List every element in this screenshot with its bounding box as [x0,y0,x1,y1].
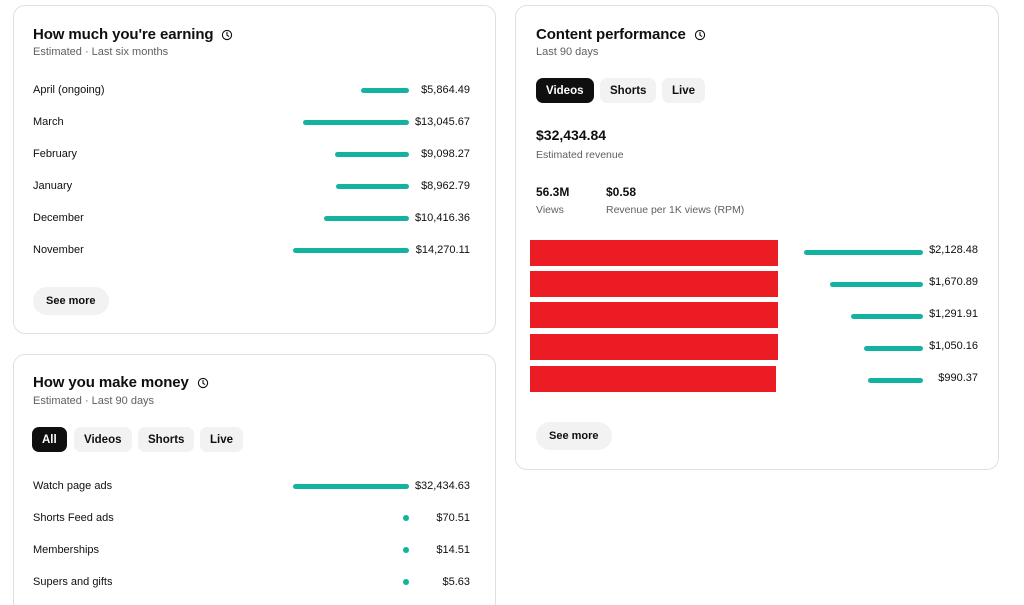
earning-bar [324,216,409,221]
video-row: $990.37 [790,372,980,388]
tab-videos[interactable]: Videos [74,427,132,452]
views-label: Views [536,204,564,216]
video-row-value: $990.37 [938,372,978,384]
earning-row-label: February [33,148,78,160]
earning-bar [293,248,409,253]
money-row-value: $5.63 [442,576,470,588]
earning-row: January $8,962.79 [33,178,473,194]
video-row: $1,291.91 [790,308,980,324]
content-title: Content performance [536,26,686,43]
earning-row: April (ongoing) $5,864.49 [33,82,473,98]
earning-row-value: $5,864.49 [421,84,470,96]
rpm-value: $0.58 [606,185,637,199]
tab-live[interactable]: Live [200,427,244,452]
money-dot [403,579,409,585]
clock-info-icon[interactable] [694,29,706,41]
redacted-video-1 [530,240,778,266]
money-card: How you make money Estimated · Last 90 d… [13,354,496,605]
money-row-value: $32,434.63 [414,480,470,492]
content-card: Content performance Last 90 days Videos … [515,5,999,470]
money-row: Memberships $14.51 [33,542,473,558]
money-row-value: $70.51 [436,512,470,524]
money-title-row: How you make money [33,374,209,391]
earning-row-label: November [33,244,84,256]
earning-row-value: $9,098.27 [421,148,470,160]
money-row-label: Memberships [33,544,100,556]
video-bar [864,346,923,351]
estimated-revenue-label: Estimated revenue [536,149,624,161]
earning-row-label: December [33,212,84,224]
video-row: $2,128.48 [790,244,980,260]
earning-row: December $10,416.36 [33,210,473,226]
tab-videos[interactable]: Videos [536,78,594,103]
earning-title: How much you're earning [33,26,214,43]
money-row-label: Supers and gifts [33,576,113,588]
video-row-value: $2,128.48 [929,244,978,256]
earning-see-more-button[interactable]: See more [33,287,109,315]
money-dot [403,515,409,521]
redacted-video-4 [530,334,778,360]
tab-live[interactable]: Live [662,78,706,103]
earning-bar [336,184,409,189]
redacted-video-3 [530,302,778,328]
money-title: How you make money [33,374,189,391]
earning-card: How much you're earning Estimated · Last… [13,5,496,334]
content-title-row: Content performance [536,26,706,43]
earning-row: February $9,098.27 [33,146,473,162]
video-row-value: $1,291.91 [929,308,978,320]
video-bar [830,282,923,287]
earning-subtitle: Estimated · Last six months [33,46,169,58]
clock-info-icon[interactable] [197,377,209,389]
earning-row: November $14,270.11 [33,242,473,258]
earning-row-label: April (ongoing) [33,84,105,96]
tab-shorts[interactable]: Shorts [138,427,195,452]
money-row: Shorts Feed ads $70.51 [33,510,473,526]
earning-row-value: $13,045.67 [414,116,470,128]
tab-all[interactable]: All [32,427,67,452]
money-row-label: Shorts Feed ads [33,512,114,524]
earning-row-label: March [33,116,64,128]
earning-title-row: How much you're earning [33,26,233,43]
money-row-value: $14.51 [436,544,470,556]
earning-row-value: $14,270.11 [415,244,470,256]
content-subtitle: Last 90 days [536,46,599,58]
earning-row-label: January [33,180,73,192]
video-bar [804,250,923,255]
money-row: Watch page ads $32,434.63 [33,478,473,494]
earning-bar [361,88,409,93]
money-row-label: Watch page ads [33,480,113,492]
rpm-label: Revenue per 1K views (RPM) [606,204,745,216]
video-row: $1,670.89 [790,276,980,292]
money-subtitle: Estimated · Last 90 days [33,395,155,407]
money-bar [293,484,409,489]
redacted-video-5 [530,366,776,392]
redacted-video-2 [530,271,778,297]
video-bar [851,314,923,319]
earning-row: March $13,045.67 [33,114,473,130]
content-see-more-button[interactable]: See more [536,422,612,450]
earning-row-value: $10,416.36 [414,212,470,224]
tab-shorts[interactable]: Shorts [600,78,657,103]
money-row: Supers and gifts $5.63 [33,574,473,590]
earning-bar [335,152,409,157]
video-row-value: $1,670.89 [929,276,978,288]
video-bar [868,378,923,383]
video-row: $1,050.16 [790,340,980,356]
video-row-value: $1,050.16 [929,340,978,352]
earning-bar [303,120,409,125]
money-dot [403,547,409,553]
estimated-revenue-value: $32,434.84 [536,127,607,143]
earning-row-value: $8,962.79 [421,180,470,192]
views-value: 56.3M [536,185,570,199]
clock-info-icon[interactable] [221,29,233,41]
